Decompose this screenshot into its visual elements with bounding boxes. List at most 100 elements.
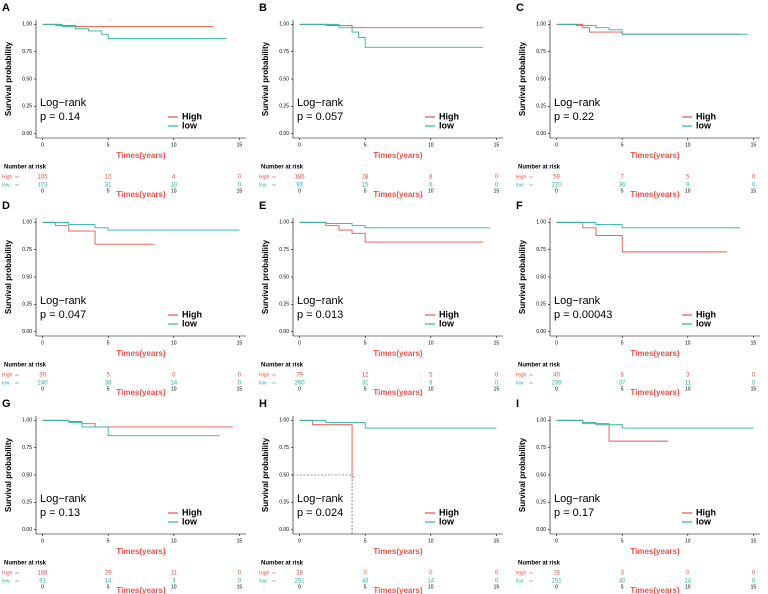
- risk-count: 0: [495, 381, 499, 387]
- y-tick-label: 0.00: [536, 131, 546, 137]
- risk-count: 0: [686, 571, 690, 577]
- test-name: Log−rank: [297, 97, 344, 109]
- table-x-tick-label: 10: [685, 188, 691, 194]
- risk-row-label: low: [259, 578, 267, 584]
- risk-count: 31: [362, 381, 369, 387]
- x-axis-label: Times(years): [373, 151, 423, 160]
- legend-label: low: [696, 120, 712, 130]
- y-axis-label: Survival probability: [4, 437, 13, 512]
- y-tick-label: 0.50: [279, 76, 289, 82]
- x-tick-label: 10: [685, 538, 691, 544]
- x-tick-label: 0: [298, 538, 301, 544]
- legend-label: low: [182, 318, 198, 328]
- table-x-tick-label: 10: [171, 188, 177, 194]
- risk-row-label: low: [516, 578, 524, 584]
- table-x-axis-label: Times(years): [630, 586, 680, 594]
- risk-table-title: Number at risk: [4, 165, 47, 171]
- x-axis-label: Times(years): [116, 151, 166, 160]
- risk-count: 40: [619, 579, 626, 585]
- risk-table-title: Number at risk: [518, 561, 561, 567]
- table-x-tick-label: 10: [171, 584, 177, 590]
- survival-curve: [42, 419, 233, 428]
- risk-row-label: High: [2, 372, 13, 378]
- risk-count: 79: [296, 373, 303, 379]
- y-tick-label: 1.00: [536, 220, 546, 226]
- y-tick-label: 0.75: [279, 247, 289, 253]
- risk-count: 40: [553, 373, 560, 379]
- risk-count: 12: [105, 175, 112, 181]
- x-tick-label: 5: [364, 538, 367, 544]
- table-x-tick-label: 0: [555, 386, 558, 392]
- risk-count: 31: [105, 183, 112, 189]
- legend-label: High: [439, 309, 459, 319]
- risk-count: 14: [105, 579, 112, 585]
- table-x-axis-label: Times(years): [373, 190, 423, 199]
- table-x-tick-label: 5: [621, 188, 624, 194]
- y-tick-label: 1.00: [22, 220, 32, 226]
- test-name: Log−rank: [40, 493, 87, 505]
- risk-count: 37: [619, 381, 626, 387]
- table-x-tick-label: 0: [41, 584, 44, 590]
- table-x-tick-label: 5: [621, 584, 624, 590]
- legend-label: High: [696, 507, 716, 517]
- x-tick-label: 5: [621, 538, 624, 544]
- risk-row-label: High: [516, 372, 527, 378]
- test-name: Log−rank: [40, 97, 87, 109]
- x-tick-label: 10: [685, 340, 691, 346]
- risk-count: 173: [38, 183, 49, 189]
- x-tick-label: 15: [494, 340, 500, 346]
- y-tick-label: 0.75: [22, 445, 32, 451]
- risk-row-label: low: [2, 182, 10, 188]
- km-panel: I Survival probability 0.00 0.25 0.50 0.75 1.0…: [516, 398, 760, 594]
- table-x-axis-label: Times(years): [630, 388, 680, 397]
- risk-table-title: Number at risk: [518, 363, 561, 369]
- x-tick-label: 10: [171, 340, 177, 346]
- risk-count: 0: [752, 381, 756, 387]
- table-x-tick-label: 0: [41, 386, 44, 392]
- test-name: Log−rank: [554, 295, 601, 307]
- risk-table-title: Number at risk: [261, 561, 304, 567]
- table-x-tick-label: 15: [237, 188, 243, 194]
- x-tick-label: 5: [107, 538, 110, 544]
- risk-row-label: High: [259, 174, 270, 180]
- table-x-tick-label: 15: [751, 584, 757, 590]
- legend-label: High: [696, 309, 716, 319]
- table-x-tick-label: 5: [364, 386, 367, 392]
- p-value: p = 0.013: [297, 309, 343, 321]
- x-tick-label: 15: [237, 340, 243, 346]
- risk-row-label: High: [259, 372, 270, 378]
- x-axis-label: Times(years): [116, 349, 166, 358]
- table-x-tick-label: 0: [555, 584, 558, 590]
- y-tick-label: 0.25: [22, 500, 32, 506]
- survival-curve: [556, 419, 669, 442]
- risk-count: 251: [552, 579, 563, 585]
- risk-row-label: High: [2, 174, 13, 180]
- risk-count: 186: [295, 175, 306, 181]
- y-tick-label: 0.50: [536, 472, 546, 478]
- risk-count: 11: [171, 571, 178, 577]
- y-tick-label: 0.25: [279, 302, 289, 308]
- y-tick-label: 1.00: [22, 418, 32, 424]
- x-tick-label: 0: [41, 142, 44, 148]
- survival-curve: [299, 23, 484, 29]
- survival-curve: [42, 23, 227, 40]
- x-tick-label: 15: [751, 340, 757, 346]
- y-tick-label: 0.00: [536, 527, 546, 533]
- x-tick-label: 0: [555, 538, 558, 544]
- y-axis-label: Survival probability: [261, 41, 270, 116]
- test-name: Log−rank: [554, 97, 601, 109]
- table-x-tick-label: 10: [685, 386, 691, 392]
- y-tick-label: 0.50: [22, 472, 32, 478]
- risk-count: 29: [105, 571, 112, 577]
- panel-letter: G: [2, 398, 11, 410]
- y-tick-label: 0.25: [536, 500, 546, 506]
- y-tick-label: 0.75: [279, 49, 289, 55]
- y-axis-label: Survival probability: [261, 437, 270, 512]
- y-tick-label: 1.00: [279, 22, 289, 28]
- risk-count: 5: [686, 175, 690, 181]
- table-x-tick-label: 10: [428, 584, 434, 590]
- y-tick-label: 0.25: [536, 302, 546, 308]
- y-axis-label: Survival probability: [4, 239, 13, 314]
- x-tick-label: 10: [685, 142, 691, 148]
